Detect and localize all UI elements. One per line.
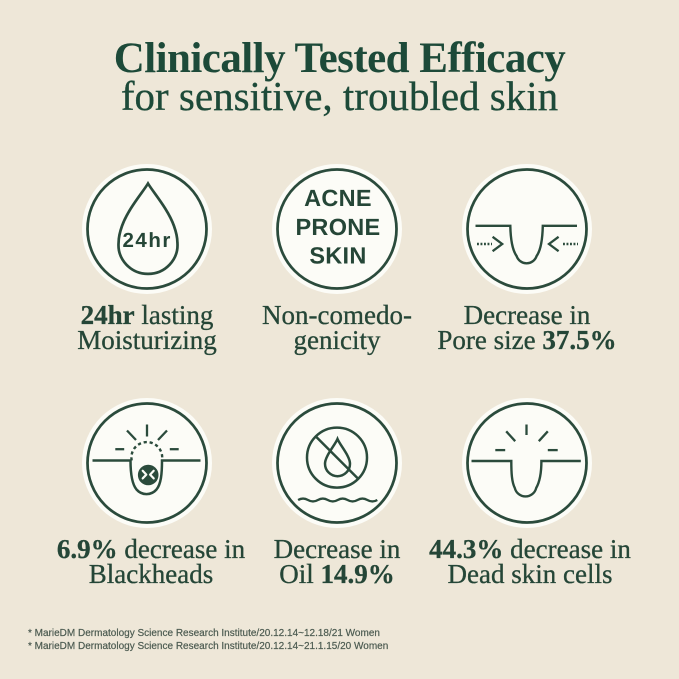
svg-text:24hr: 24hr: [123, 229, 172, 252]
svg-text:SKIN: SKIN: [309, 243, 366, 269]
svg-text:ACNE: ACNE: [304, 185, 372, 211]
svg-text:PRONE: PRONE: [295, 214, 380, 240]
